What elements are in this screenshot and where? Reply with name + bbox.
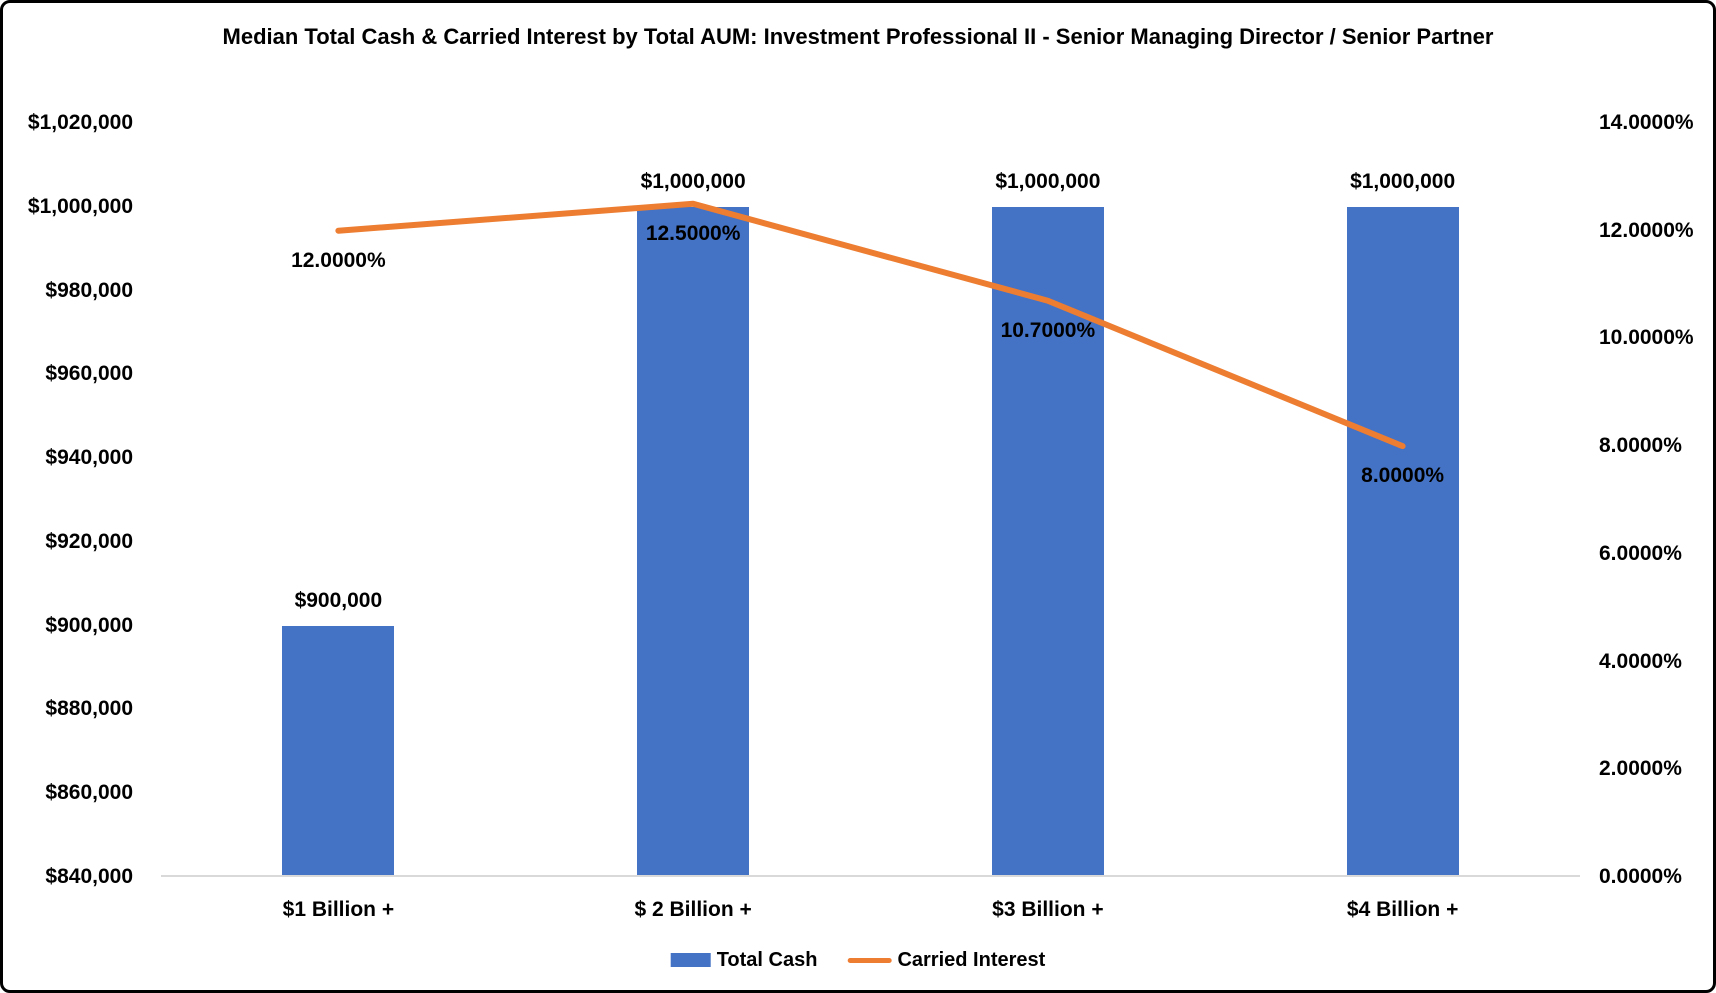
left-axis-tick-label: $1,000,000 — [27, 194, 133, 218]
legend-entry-total-cash: Total Cash — [670, 947, 818, 973]
legend-label-total-cash: Total Cash — [716, 949, 818, 971]
carried-interest-swatch-icon — [847, 957, 892, 963]
bar-total-cash — [991, 206, 1104, 875]
bar-value-label: $1,000,000 — [995, 169, 1101, 193]
left-axis-tick-label: $960,000 — [45, 362, 133, 386]
left-axis-tick-label: $1,020,000 — [27, 111, 133, 134]
right-axis-tick-label: 10.0000% — [1599, 326, 1694, 350]
legend: Total Cash Carried Interest — [670, 947, 1045, 973]
line-point-label: 10.7000% — [1000, 318, 1096, 342]
legend-entry-carried-interest: Carried Interest — [847, 947, 1045, 973]
right-axis-tick-label: 2.0000% — [1599, 757, 1682, 781]
left-axis-tick-label: $860,000 — [45, 781, 133, 805]
left-axis-tick-label: $840,000 — [45, 865, 133, 888]
left-axis-tick-label: $980,000 — [45, 278, 133, 302]
bar-value-label: $1,000,000 — [640, 169, 746, 193]
bar-value-label: $900,000 — [294, 588, 383, 612]
left-axis-tick-label: $920,000 — [45, 529, 133, 553]
bar-total-cash — [282, 625, 395, 875]
carried-interest-line — [335, 200, 1406, 450]
line-point-label: 8.0000% — [1361, 464, 1445, 488]
bar-total-cash — [1346, 206, 1459, 875]
x-axis-category-label: $1 Billion + — [282, 898, 395, 921]
right-axis-tick-label: 6.0000% — [1599, 541, 1682, 565]
line-point-label: 12.0000% — [291, 248, 386, 272]
right-axis-tick-label: 14.0000% — [1599, 111, 1694, 134]
left-axis-tick-label: $880,000 — [45, 697, 133, 721]
bar-value-label: $1,000,000 — [1350, 169, 1456, 193]
left-axis-tick-label: $900,000 — [45, 613, 133, 637]
right-axis-tick-label: 12.0000% — [1599, 218, 1694, 242]
bar-total-cash — [637, 206, 750, 875]
x-axis-line — [161, 875, 1580, 877]
chart-title: Median Total Cash & Carried Interest by … — [222, 24, 1494, 49]
right-axis-tick-label: 8.0000% — [1599, 434, 1682, 458]
line-point-label: 12.5000% — [645, 221, 741, 245]
x-axis-category-label: $4 Billion + — [1346, 898, 1459, 921]
x-axis-category-label: $ 2 Billion + — [634, 898, 752, 921]
left-axis-tick-label: $940,000 — [45, 446, 133, 470]
total-cash-swatch-icon — [670, 953, 711, 967]
right-axis-tick-label: 4.0000% — [1599, 649, 1682, 673]
right-axis-tick-label: 0.0000% — [1599, 865, 1682, 888]
x-axis-category-label: $3 Billion + — [992, 898, 1104, 921]
legend-label-carried-interest: Carried Interest — [897, 949, 1046, 971]
